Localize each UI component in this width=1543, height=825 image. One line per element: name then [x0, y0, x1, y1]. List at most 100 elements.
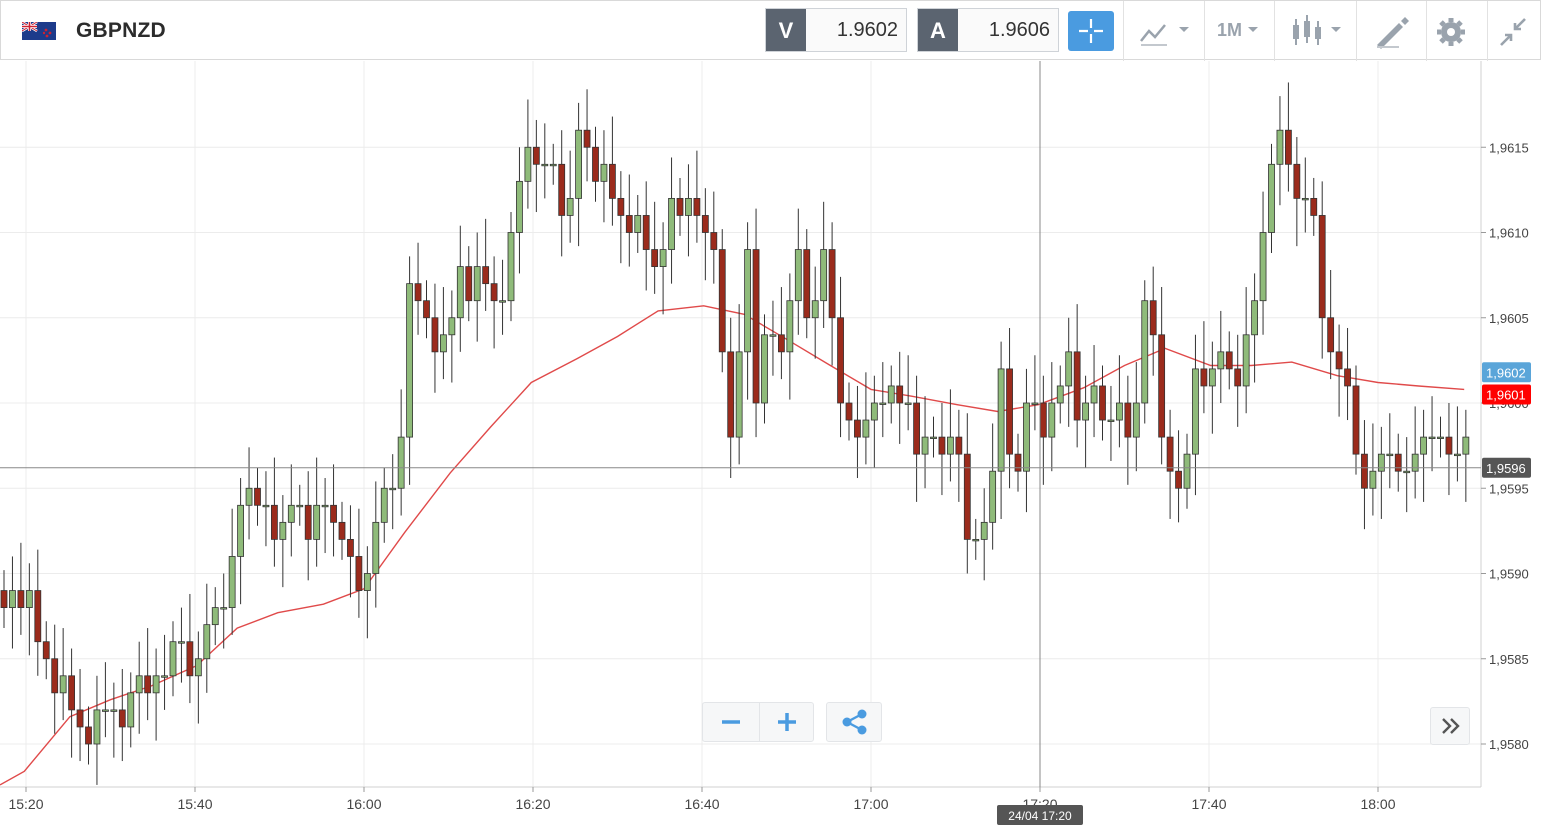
candle-up — [1031, 402, 1039, 405]
candle-up — [1090, 385, 1098, 404]
y-tick-label: 1,9580 — [1489, 737, 1529, 752]
candle-down — [1335, 351, 1343, 370]
price-chart[interactable]: 1,96151,96101,96051,96001,95951,95901,95… — [0, 61, 1543, 825]
buy-price: 1.9606 — [988, 19, 1050, 41]
candle-up — [947, 436, 954, 455]
candle-up — [228, 556, 236, 609]
candle-up — [245, 487, 253, 506]
candle-style-button[interactable] — [1287, 1, 1347, 61]
candle-down — [854, 419, 861, 438]
candle-up — [499, 300, 506, 303]
candle-up — [237, 504, 245, 557]
y-tick-label: 1,9605 — [1489, 311, 1529, 326]
candle-up — [659, 249, 667, 268]
candle-down — [1225, 351, 1233, 370]
crosshair-lines — [0, 61, 1481, 787]
uk-nz-flag-icon — [22, 22, 56, 40]
candle-up — [549, 163, 557, 167]
candle-up — [1437, 436, 1444, 440]
candle-down — [414, 283, 422, 302]
candle-up — [448, 317, 456, 336]
candle-down — [1014, 453, 1022, 472]
candle-up — [1183, 453, 1191, 489]
zoom-out-button[interactable] — [703, 703, 759, 741]
candle-down — [1158, 334, 1166, 438]
timeframe-button[interactable]: 1M — [1214, 1, 1274, 61]
chevron-down-icon — [1248, 27, 1258, 32]
candle-down — [1166, 436, 1174, 472]
scroll-to-end-button[interactable] — [1430, 707, 1470, 745]
candle-up — [1056, 385, 1064, 404]
candle-down — [423, 300, 430, 319]
crosshair-price-label — [1482, 457, 1531, 478]
candle-up — [389, 487, 397, 491]
buy-quote-button[interactable]: A 1.9606 — [917, 8, 1059, 52]
sell-quote-button[interactable]: V 1.9602 — [765, 8, 907, 52]
candle-down — [0, 590, 8, 608]
y-tick-label: 1,9590 — [1489, 567, 1529, 582]
candle-down — [118, 709, 126, 728]
candle-up — [1217, 351, 1225, 370]
settings-button[interactable] — [1435, 1, 1495, 61]
candle-up — [1023, 402, 1030, 472]
candle-down — [347, 538, 354, 557]
candle-up — [110, 709, 118, 712]
candle-up — [989, 470, 997, 523]
candle-up — [380, 487, 388, 523]
x-tick-label: 17:00 — [853, 796, 888, 812]
x-tick-label: 17:40 — [1191, 796, 1226, 812]
candle-down — [1149, 300, 1157, 336]
candle-down — [85, 726, 92, 745]
candle-up — [220, 607, 228, 610]
candle-up — [372, 521, 380, 574]
zoom-in-button[interactable] — [760, 703, 814, 741]
x-tick-label: 16:40 — [684, 796, 719, 812]
chart-type-button[interactable] — [1135, 1, 1195, 61]
crosshair-time-text: 24/04 17:20 — [1008, 809, 1072, 823]
instrument-symbol: GBPNZD — [76, 19, 166, 42]
zoom-controls — [702, 702, 814, 742]
crosshair-price-label-text: 1,9596 — [1486, 461, 1526, 476]
candle-down — [837, 317, 844, 404]
candle-down — [676, 197, 684, 216]
candle-up — [1301, 197, 1309, 201]
candle-up — [870, 402, 878, 421]
candle-up — [1082, 402, 1089, 421]
share-button[interactable] — [826, 702, 882, 742]
candle-down — [963, 453, 971, 540]
candle-up — [1276, 129, 1284, 165]
candle-down — [68, 675, 75, 711]
candle-up — [1065, 351, 1073, 387]
candle-down — [592, 146, 599, 182]
crosshair-button[interactable] — [1068, 11, 1114, 51]
share-icon — [842, 709, 867, 735]
candle-down — [752, 249, 760, 404]
candle-up — [887, 385, 895, 404]
candle-down — [338, 521, 346, 540]
candle-down — [558, 163, 566, 216]
candle-up — [769, 334, 777, 337]
candle-down — [938, 436, 946, 455]
candle-up — [1116, 402, 1123, 421]
candle-up — [194, 658, 202, 677]
draw-button[interactable] — [1369, 1, 1429, 61]
collapse-button[interactable] — [1495, 1, 1543, 61]
candle-down — [1285, 129, 1292, 165]
x-tick-label: 15:40 — [177, 796, 212, 812]
candle-up — [1048, 402, 1056, 438]
double-chevron-right-icon — [1442, 718, 1460, 734]
candle-down — [431, 317, 439, 353]
candle-down — [1039, 402, 1047, 438]
candle-down — [51, 658, 59, 694]
candle-down — [465, 266, 473, 302]
crosshair-icon — [1079, 19, 1103, 43]
chart-grid — [0, 61, 1482, 788]
candle-down — [76, 709, 84, 728]
candle-down — [845, 402, 853, 421]
candle-up — [972, 538, 980, 542]
candle-up — [794, 249, 802, 302]
buy-price-label-text: 1,9602 — [1486, 365, 1526, 380]
candle-down — [913, 402, 920, 455]
candle-up — [321, 504, 329, 508]
candle-up — [820, 249, 828, 302]
